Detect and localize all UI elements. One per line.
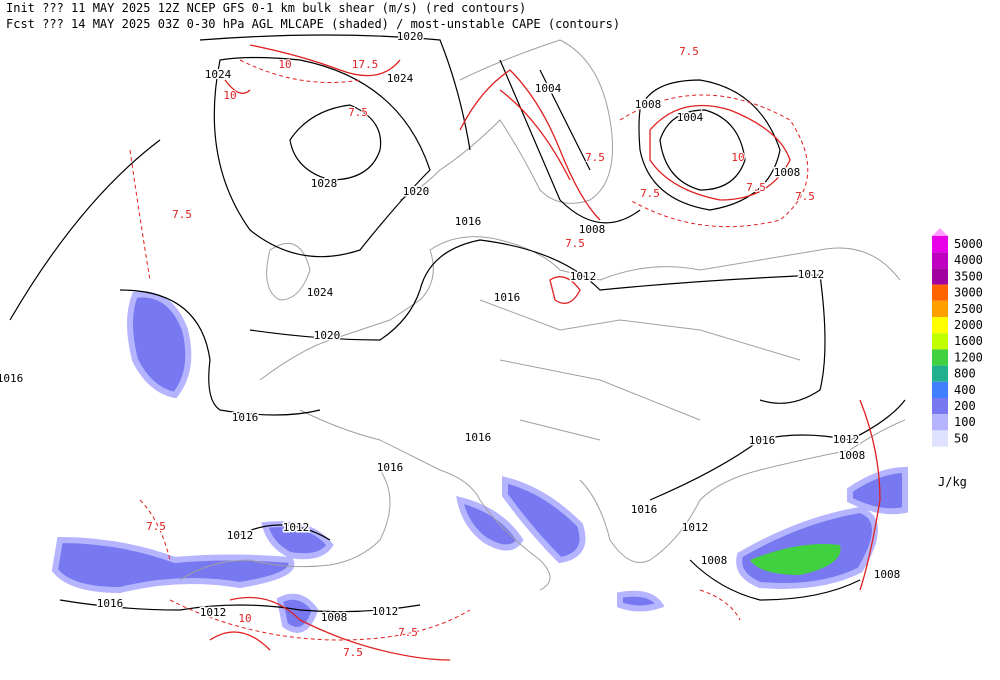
shear-label: 10 bbox=[278, 58, 291, 71]
isobar-label: 1004 bbox=[535, 82, 562, 95]
isobar-label: 1016 bbox=[631, 503, 658, 516]
isobar-label: 1016 bbox=[377, 461, 404, 474]
coastlines bbox=[179, 39, 906, 591]
isobar-label: 1016 bbox=[749, 434, 776, 447]
legend-swatch bbox=[932, 365, 948, 382]
shear-label: 10 bbox=[238, 612, 251, 625]
legend-label: 800 bbox=[954, 367, 976, 381]
legend-label: 50 bbox=[954, 431, 968, 445]
isobar-label: 1008 bbox=[635, 98, 662, 111]
legend-swatch bbox=[932, 333, 948, 350]
legend-label: 1600 bbox=[954, 334, 983, 348]
legend-swatch bbox=[932, 398, 948, 415]
legend-unit: J/kg bbox=[938, 475, 967, 489]
isobar-label: 1012 bbox=[200, 606, 227, 619]
legend-swatch bbox=[932, 317, 948, 334]
isobar-label: 1012 bbox=[682, 521, 709, 534]
legend-label: 400 bbox=[954, 383, 976, 397]
legend-label: 2500 bbox=[954, 302, 983, 316]
legend-label: 5000 bbox=[954, 237, 983, 251]
cape-shading bbox=[750, 544, 841, 575]
shear-label: 7.5 bbox=[795, 190, 815, 203]
shear-contours bbox=[129, 44, 881, 661]
isobar-label: 1012 bbox=[283, 521, 310, 534]
cape-shading bbox=[51, 291, 908, 633]
isobar-label: 1008 bbox=[774, 166, 801, 179]
header-line: Init ??? 11 MAY 2025 12Z NCEP GFS 0-1 km… bbox=[6, 1, 526, 15]
shear-label: 7.5 bbox=[343, 646, 363, 659]
isobars bbox=[9, 34, 906, 613]
shear-label: 7.5 bbox=[398, 626, 418, 639]
isobar-label: 1012 bbox=[833, 433, 860, 446]
isobar-label: 1012 bbox=[372, 605, 399, 618]
isobar-label: 1008 bbox=[321, 611, 348, 624]
isobar-label: 1016 bbox=[494, 291, 521, 304]
legend-swatch bbox=[932, 381, 948, 398]
isobar-label: 1008 bbox=[874, 568, 901, 581]
isobar-label: 1020 bbox=[403, 185, 430, 198]
legend-arrow bbox=[932, 228, 948, 236]
shear-label: 10 bbox=[731, 151, 744, 164]
shear-label: 7.5 bbox=[565, 237, 585, 250]
legend-label: 100 bbox=[954, 415, 976, 429]
legend-swatch bbox=[932, 349, 948, 366]
isobar-label: 1016 bbox=[455, 215, 482, 228]
legend-label: 3500 bbox=[954, 269, 983, 283]
isobar-label: 1016 bbox=[97, 597, 124, 610]
isobar-label: 1028 bbox=[311, 177, 338, 190]
isobar-label: 1020 bbox=[314, 329, 341, 342]
shear-label: 7.5 bbox=[640, 187, 660, 200]
shear-label: 7.5 bbox=[679, 45, 699, 58]
shear-label: 7.5 bbox=[146, 520, 166, 533]
shear-label: 7.5 bbox=[348, 106, 368, 119]
legend-swatch bbox=[932, 252, 948, 269]
legend-swatch bbox=[932, 430, 948, 447]
legend-label: 1200 bbox=[954, 350, 983, 364]
isobar-label: 1008 bbox=[579, 223, 606, 236]
shear-label: 7.5 bbox=[585, 151, 605, 164]
shear-label: 17.5 bbox=[352, 58, 379, 71]
isobar-label: 1020 bbox=[397, 30, 424, 43]
legend-label: 2000 bbox=[954, 318, 983, 332]
shear-label: 7.5 bbox=[172, 208, 192, 221]
legend-swatch bbox=[932, 236, 948, 253]
isobar-label: 1012 bbox=[227, 529, 254, 542]
legend-label: 4000 bbox=[954, 253, 983, 267]
isobar-label: 1024 bbox=[387, 72, 414, 85]
isobar-label: 1008 bbox=[839, 449, 866, 462]
shear-label: 10 bbox=[223, 89, 236, 102]
isobar-label: 1016 bbox=[0, 372, 23, 385]
legend-swatch bbox=[932, 284, 948, 301]
isobar-label: 1024 bbox=[205, 68, 232, 81]
isobar-label: 1008 bbox=[701, 554, 728, 567]
isobar-label: 1004 bbox=[677, 111, 704, 124]
shear-label: 7.5 bbox=[746, 181, 766, 194]
legend-swatch bbox=[932, 268, 948, 285]
legend-swatch bbox=[932, 300, 948, 317]
isobar-label: 1024 bbox=[307, 286, 334, 299]
isobar-label: 1012 bbox=[798, 268, 825, 281]
legend-swatch bbox=[932, 414, 948, 431]
legend-label: 3000 bbox=[954, 286, 983, 300]
isobar-label: 1016 bbox=[232, 411, 259, 424]
isobar-label: 1012 bbox=[570, 270, 597, 283]
isobar-label: 1016 bbox=[465, 431, 492, 444]
legend-label: 200 bbox=[954, 399, 976, 413]
header-line: Fcst ??? 14 MAY 2025 03Z 0-30 hPa AGL ML… bbox=[6, 17, 620, 31]
